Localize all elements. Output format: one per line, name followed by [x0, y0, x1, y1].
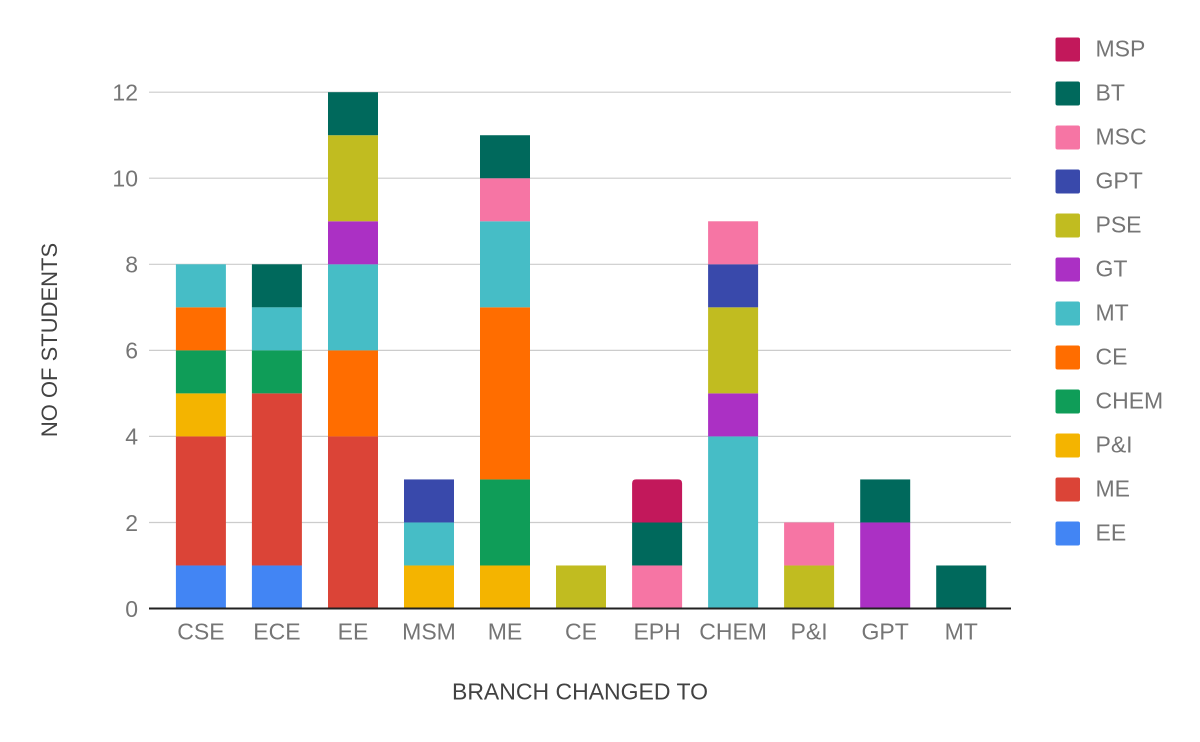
svg-text:ME: ME: [488, 619, 523, 645]
svg-text:4: 4: [125, 424, 138, 450]
svg-text:GPT: GPT: [862, 619, 909, 645]
svg-text:CE: CE: [565, 619, 597, 645]
svg-text:EE: EE: [1096, 519, 1127, 545]
svg-text:ME: ME: [1096, 475, 1131, 501]
svg-text:12: 12: [112, 80, 138, 106]
svg-text:NO OF STUDENTS: NO OF STUDENTS: [37, 243, 62, 437]
svg-text:10: 10: [112, 166, 138, 192]
svg-text:P&I: P&I: [1096, 431, 1133, 457]
svg-text:8: 8: [125, 252, 138, 278]
svg-text:PSE: PSE: [1096, 211, 1142, 237]
svg-text:BT: BT: [1096, 79, 1125, 105]
svg-text:P&I: P&I: [791, 619, 828, 645]
svg-text:CE: CE: [1096, 343, 1128, 369]
svg-text:MT: MT: [1096, 299, 1129, 325]
svg-text:0: 0: [125, 596, 138, 622]
svg-text:ECE: ECE: [253, 619, 300, 645]
svg-text:2: 2: [125, 510, 138, 536]
svg-text:MSP: MSP: [1096, 35, 1146, 61]
svg-text:MSC: MSC: [1096, 123, 1147, 149]
svg-text:GPT: GPT: [1096, 167, 1143, 193]
svg-text:MSM: MSM: [402, 619, 456, 645]
svg-text:6: 6: [125, 338, 138, 364]
svg-text:GT: GT: [1096, 255, 1128, 281]
svg-text:EPH: EPH: [633, 619, 680, 645]
svg-text:CHEM: CHEM: [699, 619, 767, 645]
svg-text:CHEM: CHEM: [1096, 387, 1164, 413]
svg-text:CSE: CSE: [177, 619, 224, 645]
svg-text:BRANCH CHANGED TO: BRANCH CHANGED TO: [452, 679, 708, 705]
svg-text:EE: EE: [338, 619, 369, 645]
svg-text:MT: MT: [945, 619, 978, 645]
